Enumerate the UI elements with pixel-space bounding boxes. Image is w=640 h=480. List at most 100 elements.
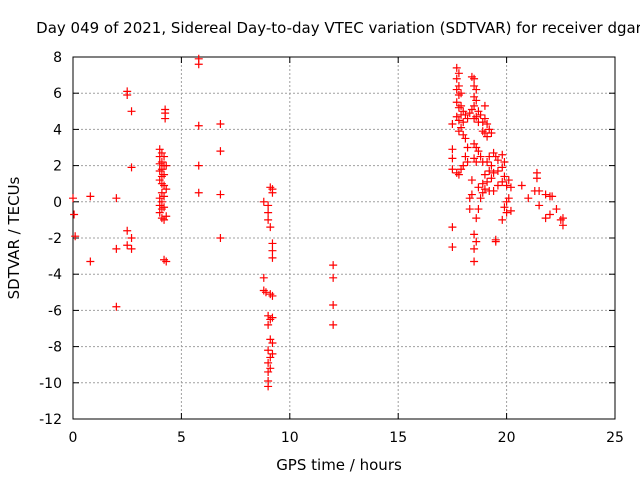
data-point bbox=[454, 103, 463, 112]
data-point bbox=[459, 161, 468, 170]
data-point bbox=[194, 161, 203, 170]
data-point bbox=[448, 165, 457, 174]
data-point bbox=[266, 290, 275, 299]
y-tick-label: -6 bbox=[48, 303, 62, 319]
data-point bbox=[123, 91, 132, 100]
data-point bbox=[472, 112, 481, 121]
y-tick-label: 4 bbox=[53, 122, 62, 138]
data-point bbox=[483, 132, 492, 141]
data-point bbox=[478, 118, 487, 127]
y-tick-label: -4 bbox=[48, 267, 62, 283]
data-point bbox=[157, 148, 166, 157]
data-point bbox=[500, 157, 509, 166]
data-point bbox=[472, 143, 481, 152]
data-point bbox=[112, 194, 121, 203]
data-point bbox=[268, 253, 277, 262]
data-point bbox=[502, 181, 511, 190]
data-point bbox=[264, 320, 273, 329]
y-tick-label: 0 bbox=[53, 195, 62, 211]
data-point bbox=[160, 192, 169, 201]
x-tick-label: 20 bbox=[498, 430, 516, 446]
data-point bbox=[157, 157, 166, 166]
data-point bbox=[266, 315, 275, 324]
data-point bbox=[454, 127, 463, 136]
data-point bbox=[454, 81, 463, 90]
data-point bbox=[162, 212, 171, 221]
data-point bbox=[478, 188, 487, 197]
data-point bbox=[504, 176, 513, 185]
data-point bbox=[470, 81, 479, 90]
data-point bbox=[452, 112, 461, 121]
data-point bbox=[558, 214, 567, 223]
data-point bbox=[476, 110, 485, 119]
data-point bbox=[266, 183, 275, 192]
data-point bbox=[485, 125, 494, 134]
data-point bbox=[480, 185, 489, 194]
data-point bbox=[157, 179, 166, 188]
data-point bbox=[461, 152, 470, 161]
data-point bbox=[194, 188, 203, 197]
y-tick-label: 2 bbox=[53, 159, 62, 175]
data-point bbox=[264, 311, 273, 320]
data-point bbox=[472, 214, 481, 223]
data-point bbox=[86, 192, 95, 201]
data-point bbox=[470, 230, 479, 239]
data-point bbox=[127, 163, 136, 172]
data-point bbox=[329, 273, 338, 282]
data-point bbox=[474, 107, 483, 116]
data-point bbox=[162, 257, 171, 266]
data-point bbox=[459, 130, 468, 139]
data-point bbox=[259, 197, 268, 206]
y-axis-label: SDTVAR / TECUs bbox=[5, 176, 23, 299]
data-point bbox=[216, 234, 225, 242]
data-point bbox=[448, 119, 457, 128]
data-point bbox=[485, 167, 494, 176]
data-point bbox=[552, 205, 561, 214]
data-point bbox=[457, 123, 466, 132]
data-point bbox=[452, 74, 461, 83]
data-point bbox=[474, 205, 483, 214]
data-point bbox=[472, 85, 481, 94]
data-point bbox=[452, 98, 461, 107]
data-point bbox=[268, 349, 277, 358]
data-point bbox=[487, 129, 496, 138]
data-point bbox=[461, 110, 470, 119]
data-point bbox=[491, 152, 500, 161]
data-point bbox=[155, 208, 164, 217]
data-point bbox=[454, 91, 463, 100]
axis-ticks: 0 5 10 15 20 25 -12 -10 -8 -6 -4 -2 0 2 4 6 8 bbox=[39, 50, 624, 446]
data-point bbox=[194, 121, 203, 130]
data-point bbox=[558, 221, 567, 230]
data-point bbox=[463, 157, 472, 166]
data-point bbox=[127, 234, 136, 242]
data-point bbox=[498, 150, 507, 159]
data-point bbox=[463, 143, 472, 152]
data-point bbox=[452, 63, 461, 72]
y-tick-label: -10 bbox=[39, 376, 62, 392]
y-tick-label: -8 bbox=[48, 340, 62, 356]
y-tick-label: -12 bbox=[39, 412, 62, 428]
data-point bbox=[155, 145, 164, 154]
data-point bbox=[498, 177, 507, 186]
y-tick-label: -2 bbox=[48, 231, 62, 247]
data-point bbox=[123, 226, 132, 235]
data-point bbox=[157, 197, 166, 206]
data-point bbox=[483, 177, 492, 186]
data-point bbox=[155, 176, 164, 185]
data-point bbox=[489, 148, 498, 157]
data-point bbox=[500, 203, 509, 212]
data-point bbox=[160, 203, 169, 212]
data-point bbox=[329, 300, 338, 309]
data-point bbox=[498, 215, 507, 224]
data-point bbox=[535, 186, 544, 195]
data-point bbox=[454, 116, 463, 125]
data-point bbox=[266, 353, 275, 362]
data-point bbox=[504, 194, 513, 203]
data-point bbox=[541, 190, 550, 199]
data-point bbox=[161, 114, 170, 123]
data-point bbox=[480, 114, 489, 123]
data-point bbox=[71, 232, 80, 241]
data-point bbox=[470, 257, 479, 266]
data-point bbox=[541, 214, 550, 223]
data-point bbox=[502, 208, 511, 217]
